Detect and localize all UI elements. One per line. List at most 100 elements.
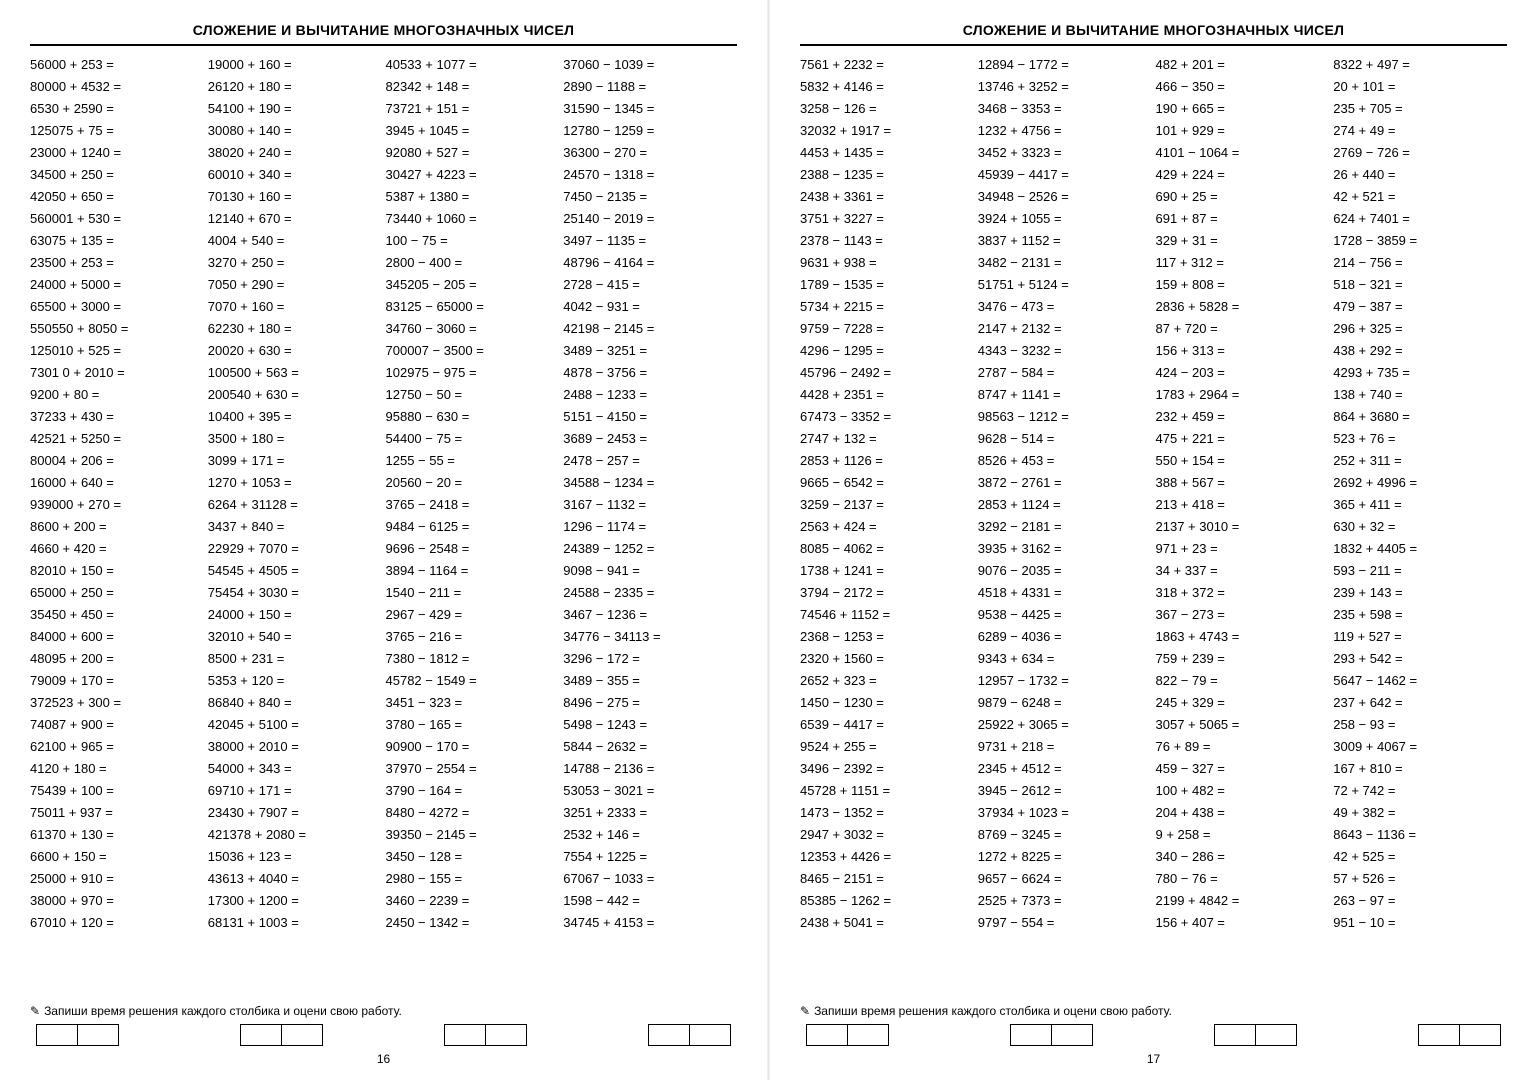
equation: 2563 + 424 = [800, 516, 974, 538]
equation: 65500 + 3000 = [30, 296, 204, 318]
equation: 258 − 93 = [1333, 714, 1507, 736]
equation: 235 + 705 = [1333, 98, 1507, 120]
equation: 3497 − 1135 = [563, 230, 737, 252]
equation: 3689 − 2453 = [563, 428, 737, 450]
equation: 550550 + 8050 = [30, 318, 204, 340]
equation: 1270 + 1053 = [208, 472, 382, 494]
equation: 5151 − 4150 = [563, 406, 737, 428]
equation: 62100 + 965 = [30, 736, 204, 758]
equation: 9631 + 938 = [800, 252, 974, 274]
equation: 12750 − 50 = [386, 384, 560, 406]
footer-instruction-right: ✎Запиши время решения каждого столбика и… [800, 1004, 1507, 1018]
equation: 204 + 438 = [1156, 802, 1330, 824]
equation: 3945 − 2612 = [978, 780, 1152, 802]
equation: 367 − 273 = [1156, 604, 1330, 626]
equation: 4101 − 1064 = [1156, 142, 1330, 164]
time-box[interactable] [806, 1024, 848, 1046]
footer-instruction-left: ✎Запиши время решения каждого столбика и… [30, 1004, 737, 1018]
equation: 61370 + 130 = [30, 824, 204, 846]
equation: 3467 − 1236 = [563, 604, 737, 626]
equation: 82010 + 150 = [30, 560, 204, 582]
grade-box[interactable] [282, 1024, 323, 1046]
equation: 3780 − 165 = [386, 714, 560, 736]
equation: 20020 + 630 = [208, 340, 382, 362]
equation: 42198 − 2145 = [563, 318, 737, 340]
equation: 23500 + 253 = [30, 252, 204, 274]
equation: 3468 − 3353 = [978, 98, 1152, 120]
time-box[interactable] [240, 1024, 282, 1046]
equation: 424 − 203 = [1156, 362, 1330, 384]
equation: 9 + 258 = [1156, 824, 1330, 846]
grade-box[interactable] [78, 1024, 119, 1046]
time-box[interactable] [648, 1024, 690, 1046]
equation: 2199 + 4842 = [1156, 890, 1330, 912]
equation: 95880 − 630 = [386, 406, 560, 428]
equation: 125075 + 75 = [30, 120, 204, 142]
equation: 8526 + 453 = [978, 450, 1152, 472]
equation: 48095 + 200 = [30, 648, 204, 670]
equation: 69710 + 171 = [208, 780, 382, 802]
equation: 864 + 3680 = [1333, 406, 1507, 428]
equation: 3259 − 2137 = [800, 494, 974, 516]
equation: 9200 + 80 = [30, 384, 204, 406]
grade-box[interactable] [486, 1024, 527, 1046]
equation: 60010 + 340 = [208, 164, 382, 186]
equation: 5387 + 1380 = [386, 186, 560, 208]
equation: 4293 + 735 = [1333, 362, 1507, 384]
equation: 7050 + 290 = [208, 274, 382, 296]
equation: 67473 − 3352 = [800, 406, 974, 428]
equation: 159 + 808 = [1156, 274, 1330, 296]
equation: 82342 + 148 = [386, 76, 560, 98]
page-right: СЛОЖЕНИЕ И ВЫЧИТАНИЕ МНОГОЗНАЧНЫХ ЧИСЕЛ … [770, 0, 1537, 1080]
equation: 67010 + 120 = [30, 912, 204, 934]
equation: 9538 − 4425 = [978, 604, 1152, 626]
equation: 6539 − 4417 = [800, 714, 974, 736]
time-box[interactable] [36, 1024, 78, 1046]
equation: 12780 − 1259 = [563, 120, 737, 142]
equation: 39350 − 2145 = [386, 824, 560, 846]
equation: 42 + 525 = [1333, 846, 1507, 868]
equation: 40533 + 1077 = [386, 54, 560, 76]
equation: 15036 + 123 = [208, 846, 382, 868]
time-box[interactable] [1010, 1024, 1052, 1046]
equation: 939000 + 270 = [30, 494, 204, 516]
equation: 54100 + 190 = [208, 98, 382, 120]
grade-box[interactable] [1460, 1024, 1501, 1046]
equation: 4428 + 2351 = [800, 384, 974, 406]
equation: 13746 + 3252 = [978, 76, 1152, 98]
equation: 8500 + 231 = [208, 648, 382, 670]
equation: 2388 − 1235 = [800, 164, 974, 186]
grade-box[interactable] [1256, 1024, 1297, 1046]
equation: 345205 − 205 = [386, 274, 560, 296]
equation: 45728 + 1151 = [800, 780, 974, 802]
grade-box[interactable] [848, 1024, 889, 1046]
equation: 9628 − 514 = [978, 428, 1152, 450]
grade-box[interactable] [1052, 1024, 1093, 1046]
time-box[interactable] [1214, 1024, 1256, 1046]
equation: 2947 + 3032 = [800, 824, 974, 846]
equation: 84000 + 600 = [30, 626, 204, 648]
equation: 2525 + 7373 = [978, 890, 1152, 912]
equation: 2980 − 155 = [386, 868, 560, 890]
equation: 2967 − 429 = [386, 604, 560, 626]
equation: 65000 + 250 = [30, 582, 204, 604]
equation: 16000 + 640 = [30, 472, 204, 494]
equation: 3894 − 1164 = [386, 560, 560, 582]
equation: 100 + 482 = [1156, 780, 1330, 802]
equation: 3496 − 2392 = [800, 758, 974, 780]
time-box[interactable] [444, 1024, 486, 1046]
equation: 2800 − 400 = [386, 252, 560, 274]
equation: 24000 + 5000 = [30, 274, 204, 296]
grade-box[interactable] [690, 1024, 731, 1046]
equation: 57 + 526 = [1333, 868, 1507, 890]
equation: 73721 + 151 = [386, 98, 560, 120]
equation: 8747 + 1141 = [978, 384, 1152, 406]
box-pair [1214, 1024, 1297, 1046]
equation: 54400 − 75 = [386, 428, 560, 450]
equation: 7380 − 1812 = [386, 648, 560, 670]
equation: 3476 − 473 = [978, 296, 1152, 318]
equation: 37233 + 430 = [30, 406, 204, 428]
footer-boxes-left [30, 1024, 737, 1048]
equation: 5498 − 1243 = [563, 714, 737, 736]
time-box[interactable] [1418, 1024, 1460, 1046]
